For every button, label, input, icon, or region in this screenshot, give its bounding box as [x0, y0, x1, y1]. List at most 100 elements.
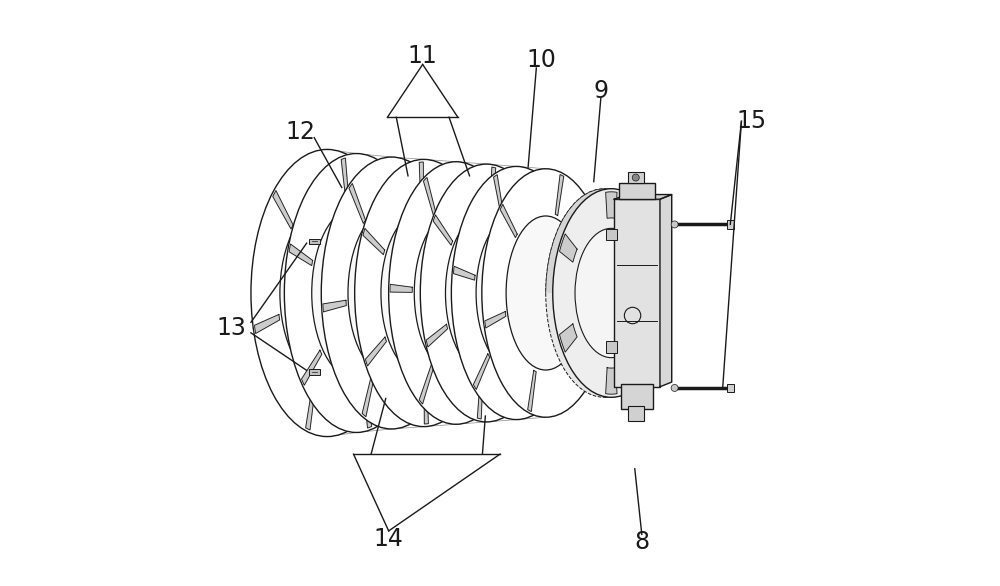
Ellipse shape — [389, 162, 523, 424]
Polygon shape — [463, 331, 485, 357]
Bar — [621, 384, 653, 409]
Polygon shape — [437, 274, 460, 286]
Polygon shape — [339, 156, 349, 203]
Bar — [614, 199, 660, 387]
Polygon shape — [582, 192, 596, 197]
Polygon shape — [550, 241, 561, 253]
Bar — [727, 384, 734, 392]
Bar — [606, 229, 617, 240]
Polygon shape — [658, 253, 668, 266]
Ellipse shape — [312, 206, 401, 380]
Polygon shape — [400, 321, 424, 342]
Polygon shape — [365, 337, 386, 366]
Polygon shape — [453, 266, 475, 280]
Bar — [628, 406, 644, 421]
Text: 13: 13 — [217, 316, 247, 340]
Polygon shape — [323, 300, 346, 312]
Ellipse shape — [348, 209, 435, 377]
Text: 12: 12 — [286, 120, 316, 144]
Polygon shape — [575, 197, 589, 203]
Polygon shape — [528, 370, 536, 411]
Polygon shape — [289, 244, 313, 265]
Polygon shape — [419, 364, 434, 404]
Ellipse shape — [284, 154, 429, 432]
Polygon shape — [363, 229, 385, 255]
Polygon shape — [646, 234, 663, 262]
Circle shape — [671, 221, 678, 228]
Ellipse shape — [593, 247, 603, 338]
Polygon shape — [560, 234, 577, 262]
Polygon shape — [634, 203, 647, 210]
Polygon shape — [361, 357, 381, 396]
Polygon shape — [500, 294, 522, 302]
Polygon shape — [627, 197, 641, 203]
Polygon shape — [569, 203, 582, 210]
Polygon shape — [349, 183, 366, 223]
Polygon shape — [494, 175, 504, 216]
Text: 10: 10 — [526, 48, 556, 71]
Ellipse shape — [355, 159, 493, 427]
Ellipse shape — [321, 157, 462, 429]
Polygon shape — [555, 175, 564, 216]
Polygon shape — [614, 195, 672, 199]
Polygon shape — [558, 219, 570, 230]
Ellipse shape — [414, 212, 498, 374]
Bar — [727, 220, 734, 229]
Polygon shape — [426, 324, 448, 347]
Polygon shape — [390, 284, 412, 292]
Polygon shape — [597, 189, 611, 190]
Polygon shape — [619, 192, 634, 197]
Polygon shape — [554, 230, 565, 241]
Polygon shape — [418, 363, 434, 403]
Polygon shape — [606, 368, 617, 394]
Polygon shape — [606, 192, 617, 218]
Text: 15: 15 — [737, 110, 767, 133]
Polygon shape — [500, 205, 517, 237]
Ellipse shape — [506, 216, 585, 370]
Polygon shape — [546, 280, 553, 293]
Bar — [606, 341, 617, 353]
Polygon shape — [574, 349, 591, 381]
Bar — [619, 183, 655, 199]
Ellipse shape — [553, 189, 670, 397]
Ellipse shape — [251, 149, 403, 437]
Polygon shape — [362, 373, 375, 417]
Ellipse shape — [280, 204, 374, 382]
Polygon shape — [302, 350, 322, 385]
Polygon shape — [478, 182, 493, 222]
Polygon shape — [423, 178, 437, 219]
Polygon shape — [419, 162, 423, 206]
Polygon shape — [273, 190, 293, 229]
Polygon shape — [409, 169, 421, 213]
Circle shape — [671, 384, 678, 391]
Circle shape — [632, 174, 639, 181]
Polygon shape — [525, 239, 547, 262]
Polygon shape — [306, 383, 316, 430]
Polygon shape — [473, 354, 490, 390]
Polygon shape — [655, 241, 665, 253]
Polygon shape — [662, 280, 670, 293]
Polygon shape — [640, 210, 653, 219]
Polygon shape — [660, 195, 672, 387]
Ellipse shape — [381, 210, 467, 376]
Polygon shape — [529, 370, 539, 411]
Polygon shape — [520, 341, 540, 371]
Ellipse shape — [445, 213, 528, 373]
Polygon shape — [424, 380, 428, 424]
Polygon shape — [604, 189, 619, 190]
Polygon shape — [391, 201, 411, 236]
Ellipse shape — [420, 164, 553, 422]
Ellipse shape — [546, 189, 663, 397]
Ellipse shape — [561, 247, 571, 338]
Polygon shape — [558, 306, 579, 320]
Ellipse shape — [575, 229, 648, 357]
Text: 11: 11 — [408, 44, 438, 67]
Polygon shape — [661, 266, 669, 280]
Bar — [309, 239, 320, 244]
Polygon shape — [646, 324, 663, 352]
Polygon shape — [646, 219, 658, 230]
Polygon shape — [490, 167, 496, 210]
Polygon shape — [254, 315, 280, 333]
Ellipse shape — [476, 214, 557, 372]
Text: 14: 14 — [374, 527, 404, 551]
